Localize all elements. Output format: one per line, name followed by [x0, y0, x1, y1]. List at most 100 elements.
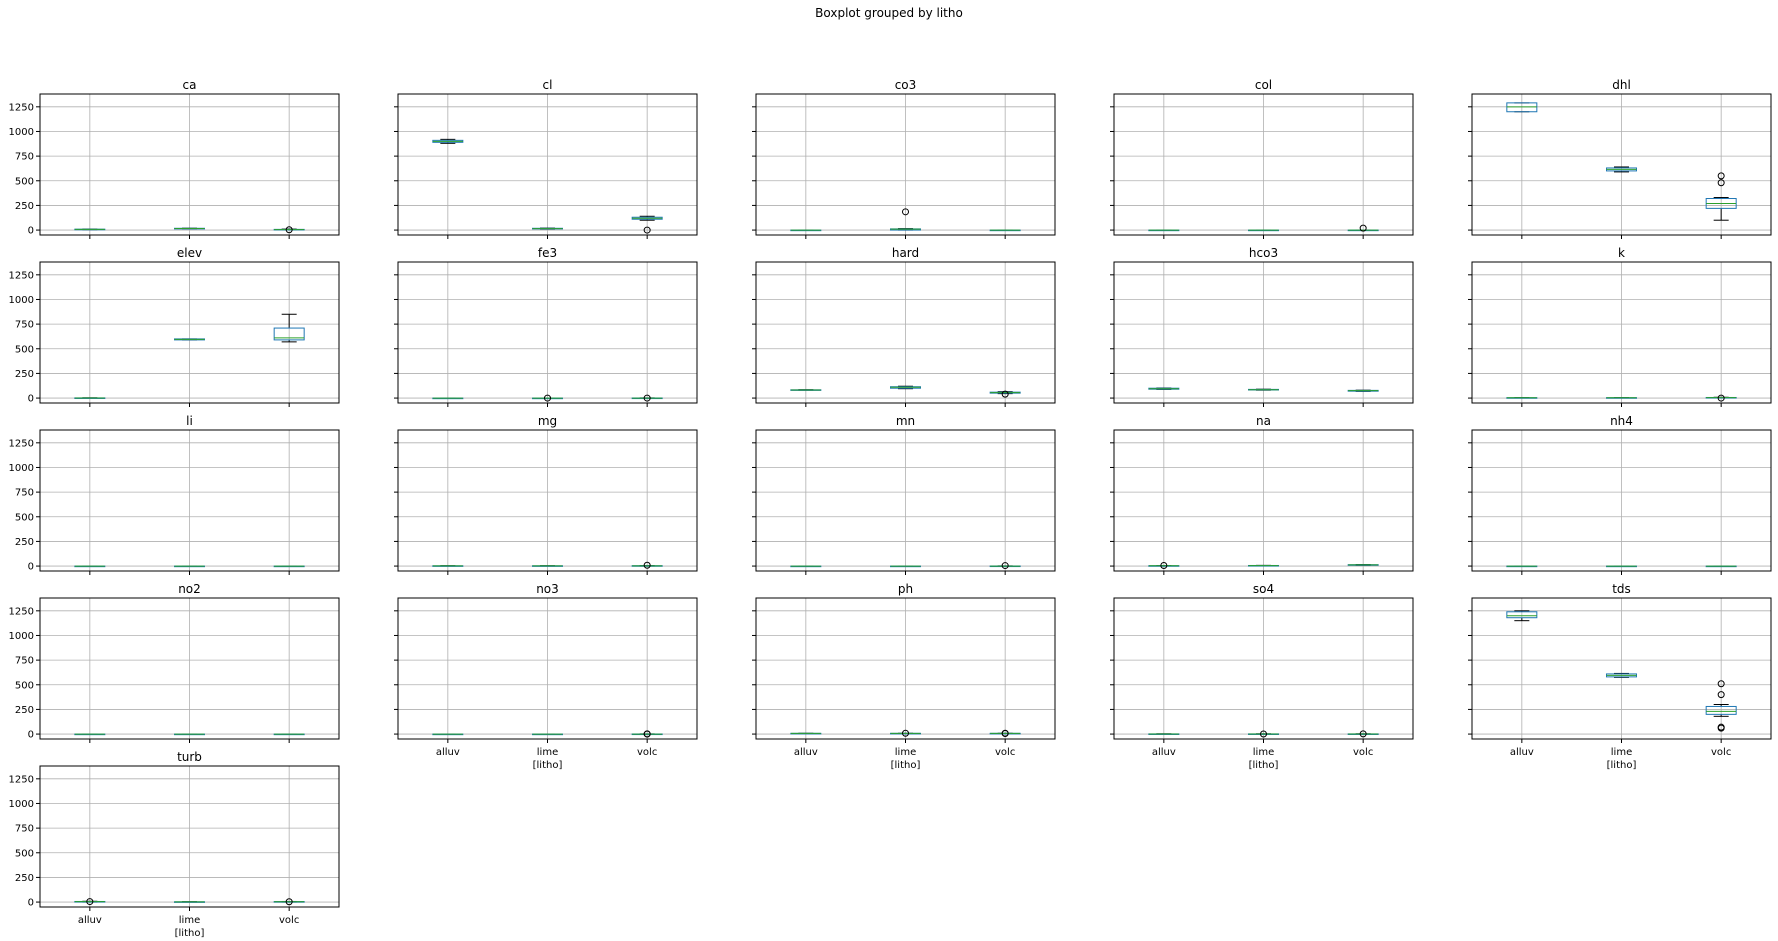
- subplot-title: nh4: [1610, 414, 1633, 428]
- outlier-point: [1717, 179, 1725, 187]
- outlier-point: [285, 898, 293, 906]
- y-tick-label: 1250: [9, 102, 34, 113]
- y-tick-label: 1000: [9, 127, 34, 138]
- box-alluv: [1148, 733, 1180, 735]
- outlier-point: [643, 730, 651, 738]
- y-tick-label: 500: [15, 176, 34, 187]
- x-tick-label: volc: [637, 747, 657, 758]
- subplot-title: hco3: [1249, 246, 1278, 260]
- iqr-box: [273, 327, 305, 341]
- subplot-frame: [755, 261, 1056, 404]
- box-lime: [532, 227, 563, 230]
- outlier-point: [1260, 730, 1267, 738]
- x-axis-label: [litho]: [175, 928, 205, 939]
- box-lime: [1606, 166, 1637, 173]
- subplot-title: na: [1256, 414, 1271, 428]
- box-lime: [1606, 672, 1637, 678]
- subplot-title: cl: [543, 78, 553, 92]
- subplot-frame: [1471, 261, 1772, 404]
- x-tick-label: alluv: [794, 747, 818, 758]
- box-volc: [1705, 680, 1737, 732]
- iqr-box: [1506, 611, 1538, 619]
- subplot-title: li: [186, 414, 193, 428]
- box-volc: [273, 313, 305, 343]
- subplot-frame: [397, 429, 698, 572]
- outlier-point: [86, 898, 94, 906]
- y-tick-label: 0: [28, 730, 34, 741]
- subplot-no2: no2 0 250 500 750 1000 1250: [9, 582, 340, 743]
- y-tick-label: 500: [15, 344, 34, 355]
- subplot-frame: [397, 597, 698, 740]
- subplot-dhl: dhl: [1468, 78, 1772, 239]
- subplot-frame: [1113, 597, 1414, 740]
- box-alluv: [432, 138, 464, 144]
- subplot-co3: co3: [752, 78, 1056, 239]
- subplot-title: fe3: [538, 246, 557, 260]
- subplot-hco3: hco3: [1110, 246, 1414, 407]
- box-lime: [890, 385, 921, 390]
- box-lime: [174, 338, 205, 341]
- box-lime: [890, 208, 921, 231]
- box-alluv: [790, 389, 822, 391]
- box-alluv: [1506, 610, 1538, 622]
- box-volc: [989, 390, 1021, 398]
- y-tick-label: 1000: [9, 799, 34, 810]
- x-tick-label: alluv: [78, 915, 102, 926]
- subplot-title: no2: [178, 582, 201, 596]
- x-axis-label: [litho]: [891, 760, 921, 771]
- subplot-title: col: [1255, 78, 1272, 92]
- subplot-frame: [755, 93, 1056, 236]
- outlier-point: [1001, 729, 1009, 737]
- y-tick-label: 500: [15, 680, 34, 691]
- x-tick-label: lime: [537, 747, 558, 758]
- box-volc: [273, 226, 305, 234]
- subplot-frame: [1471, 597, 1772, 740]
- x-tick-label: lime: [1611, 747, 1632, 758]
- y-tick-label: 1250: [9, 270, 34, 281]
- box-alluv: [790, 229, 822, 232]
- box-alluv: [1148, 229, 1180, 232]
- outlier-point: [1001, 562, 1009, 570]
- box-volc: [1705, 394, 1737, 402]
- box-lime: [890, 729, 921, 737]
- outlier-point: [1160, 561, 1168, 569]
- subplot-frame: [39, 597, 340, 740]
- outlier-point: [1717, 172, 1725, 180]
- subplot-elev: elev 0 250 500 750 1000 1250: [9, 246, 340, 407]
- subplot-title: dhl: [1612, 78, 1631, 92]
- subplot-frame: [1113, 261, 1414, 404]
- y-tick-label: 1000: [9, 463, 34, 474]
- y-tick-label: 1250: [9, 774, 34, 785]
- subplot-title: mg: [538, 414, 557, 428]
- subplot-turb: turb 0 250 500 750 1000 1250 alluv lime volc [lith…: [9, 750, 340, 939]
- box-volc: [1347, 730, 1379, 738]
- outlier-point: [902, 208, 909, 216]
- outlier-point: [902, 729, 909, 737]
- subplot-title: k: [1618, 246, 1625, 260]
- box-alluv: [432, 397, 464, 400]
- y-tick-label: 250: [15, 369, 34, 380]
- subplot-title: mn: [896, 414, 915, 428]
- x-tick-label: volc: [1353, 747, 1373, 758]
- box-lime: [1248, 229, 1279, 232]
- subplot-title: ph: [898, 582, 913, 596]
- box-alluv: [74, 565, 106, 568]
- y-tick-label: 0: [28, 226, 34, 237]
- y-tick-label: 750: [15, 824, 34, 835]
- box-volc: [273, 733, 305, 736]
- box-volc: [631, 730, 663, 738]
- x-tick-label: alluv: [1510, 747, 1534, 758]
- subplot-title: turb: [177, 750, 202, 764]
- x-tick-label: alluv: [436, 747, 460, 758]
- y-tick-label: 500: [15, 848, 34, 859]
- iqr-box: [1705, 705, 1737, 715]
- outlier-point: [1359, 730, 1367, 738]
- subplot-title: ca: [183, 78, 197, 92]
- subplot-title: hard: [892, 246, 919, 260]
- outlier-point: [544, 394, 551, 402]
- y-tick-label: 750: [15, 656, 34, 667]
- y-tick-label: 250: [15, 705, 34, 716]
- subplot-hard: hard: [752, 246, 1056, 407]
- box-alluv: [790, 732, 822, 735]
- box-lime: [174, 565, 205, 568]
